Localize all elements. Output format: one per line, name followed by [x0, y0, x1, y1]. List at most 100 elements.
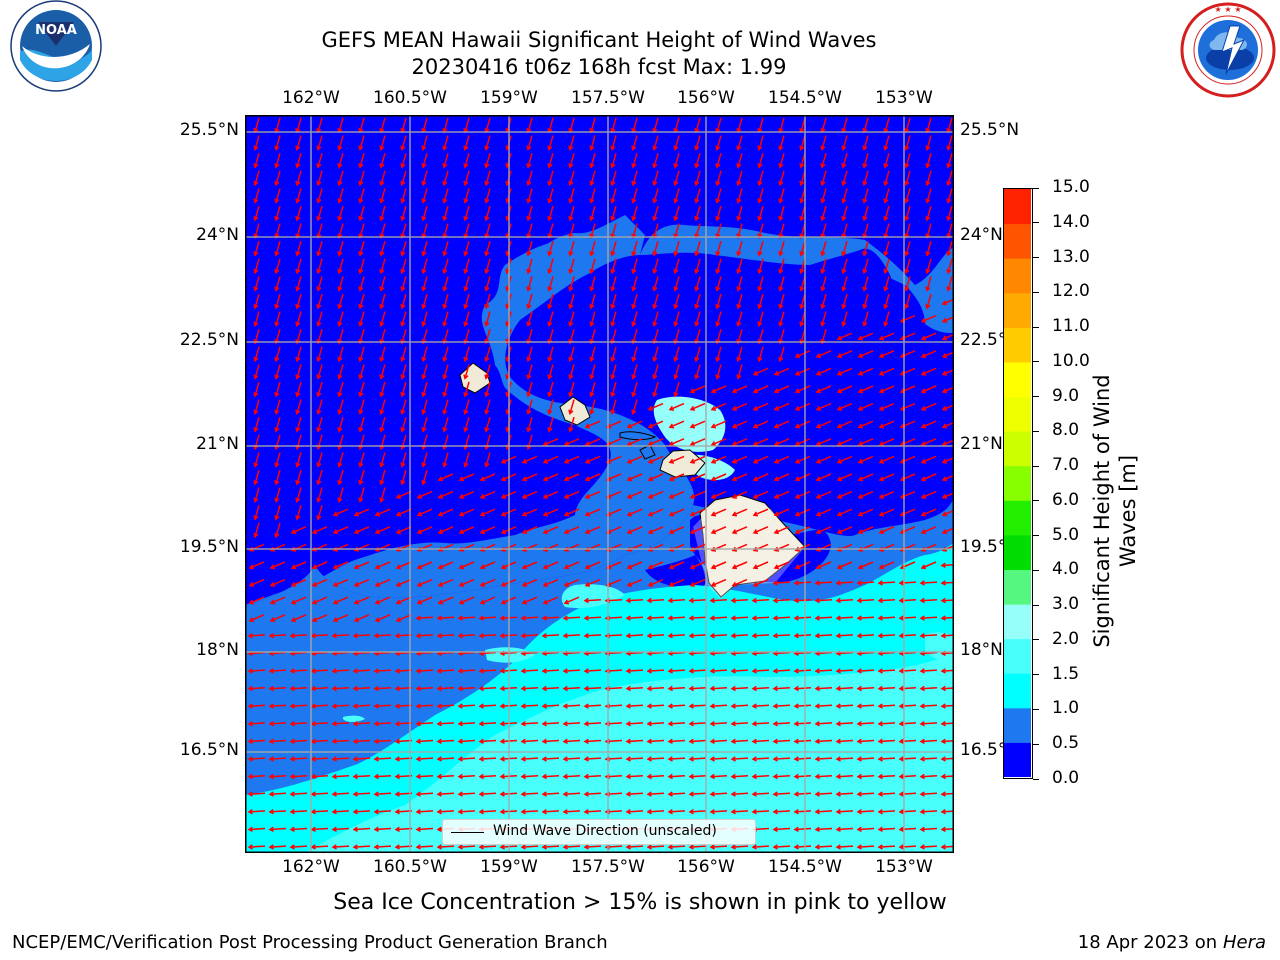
wind-direction-arrowhead [856, 773, 862, 780]
wind-direction-arrow [584, 739, 602, 743]
wind-direction-arrowhead [416, 546, 423, 552]
wind-direction-arrowhead [337, 462, 343, 468]
colorbar-tick [1033, 326, 1039, 328]
wind-direction-arrow [710, 810, 728, 813]
wind-direction-arrow [254, 170, 260, 186]
wind-direction-arrowhead [247, 756, 253, 762]
wind-direction-arrow [674, 240, 680, 256]
wind-direction-arrow [548, 240, 554, 256]
chart-subtitle: 20230416 t06z 168h fcst Max: 1.99 [411, 55, 787, 79]
wind-direction-arrowhead [920, 458, 927, 464]
wind-direction-arrow [590, 152, 596, 168]
wind-direction-arrow [905, 117, 911, 133]
wind-direction-arrowhead [814, 703, 820, 709]
wind-direction-arrowhead [316, 427, 322, 433]
wind-direction-arrow [689, 722, 707, 725]
wind-direction-arrowhead [500, 599, 507, 605]
wind-direction-arrowhead [736, 198, 742, 204]
wind-direction-arrow [269, 722, 287, 725]
wind-direction-arrowhead [479, 546, 486, 552]
wind-direction-arrow [590, 240, 596, 256]
wind-direction-arrowhead [583, 685, 589, 692]
wind-direction-arrowhead [358, 163, 364, 169]
wind-direction-arrow [899, 827, 917, 831]
wind-direction-arrow [647, 739, 665, 743]
wind-direction-arrow [627, 578, 643, 587]
wind-direction-arrowhead [898, 668, 904, 674]
wind-direction-arrow [485, 364, 491, 379]
wind-direction-arrowhead [568, 198, 574, 204]
wind-direction-arrowhead [625, 773, 631, 780]
wind-direction-arrowhead [794, 476, 801, 482]
wind-direction-arrow [905, 276, 911, 291]
wind-direction-arrow [942, 404, 954, 411]
wind-direction-arrow [317, 364, 323, 379]
wind-direction-arrowhead [799, 303, 805, 310]
wind-direction-arrow [464, 399, 470, 414]
wind-direction-arrow [716, 346, 722, 362]
wind-direction-arrowhead [940, 580, 946, 586]
wind-direction-arrow [359, 240, 365, 256]
wind-direction-arrow [569, 258, 575, 274]
wind-direction-arrow [842, 223, 848, 238]
wind-direction-arrowhead [647, 423, 654, 429]
wind-direction-arrow [270, 578, 286, 587]
wind-direction-arrowhead [920, 423, 927, 429]
wind-direction-arrowhead [689, 476, 696, 482]
wind-direction-arrow [290, 634, 308, 637]
wind-direction-arrowhead [442, 391, 448, 398]
wind-direction-arrow [353, 634, 371, 637]
wind-direction-arrowhead [521, 493, 528, 499]
wind-direction-arrow [564, 455, 580, 464]
wind-direction-arrowhead [253, 215, 259, 222]
wind-direction-arrowhead [731, 441, 738, 447]
wind-direction-arrow [627, 526, 643, 534]
wind-direction-arrow [794, 634, 812, 637]
wind-direction-arrow [899, 616, 917, 620]
wind-direction-arrow [290, 827, 308, 831]
wind-direction-arrowhead [379, 145, 385, 151]
wind-direction-arrow [653, 346, 659, 362]
wind-direction-arrowhead [316, 215, 322, 222]
wind-direction-arrow [863, 117, 869, 133]
wind-direction-arrow [837, 350, 853, 358]
wind-direction-arrow [632, 293, 638, 309]
wind-direction-arrow [794, 810, 812, 813]
wind-direction-arrowhead [878, 423, 885, 429]
wind-direction-arrow [815, 845, 833, 848]
wind-direction-arrow [569, 117, 575, 133]
wind-direction-arrow [354, 614, 370, 622]
wind-direction-arrow [899, 686, 917, 690]
wind-direction-arrow [443, 188, 449, 203]
wind-direction-arrowhead [373, 738, 379, 745]
wind-direction-arrow [254, 188, 260, 203]
wind-direction-arrowhead [268, 809, 274, 815]
wind-direction-arrow [668, 792, 686, 796]
wind-direction-arrowhead [310, 773, 316, 780]
wind-direction-arrowhead [925, 215, 931, 222]
wind-direction-arrowhead [919, 685, 925, 692]
wind-direction-arrow [464, 188, 470, 203]
wind-direction-arrowhead [668, 493, 675, 499]
wind-direction-arrow [674, 381, 680, 397]
wind-direction-arrow [779, 152, 785, 168]
wind-direction-arrow [878, 845, 896, 848]
colorbar-swatch [1004, 534, 1031, 570]
wind-direction-arrow [863, 293, 869, 309]
wind-direction-arrowhead [437, 529, 444, 535]
wind-direction-arrow [905, 152, 911, 168]
wind-direction-arrowhead [856, 668, 862, 674]
wind-direction-arrow [527, 117, 533, 133]
wind-direction-arrow [674, 205, 680, 221]
wind-direction-arrow [941, 651, 954, 655]
wind-direction-arrowhead [694, 303, 700, 310]
wind-direction-arrowhead [589, 268, 595, 275]
wind-direction-arrowhead [415, 633, 421, 639]
wind-direction-arrowhead [877, 597, 883, 604]
wind-direction-arrow [821, 170, 827, 186]
wind-direction-arrow [632, 188, 638, 203]
colorbar-tick-label: 9.0 [1052, 385, 1080, 406]
colorbar-swatch [1004, 361, 1031, 398]
wind-direction-arrowhead [547, 180, 553, 187]
wind-direction-arrow [527, 170, 533, 186]
